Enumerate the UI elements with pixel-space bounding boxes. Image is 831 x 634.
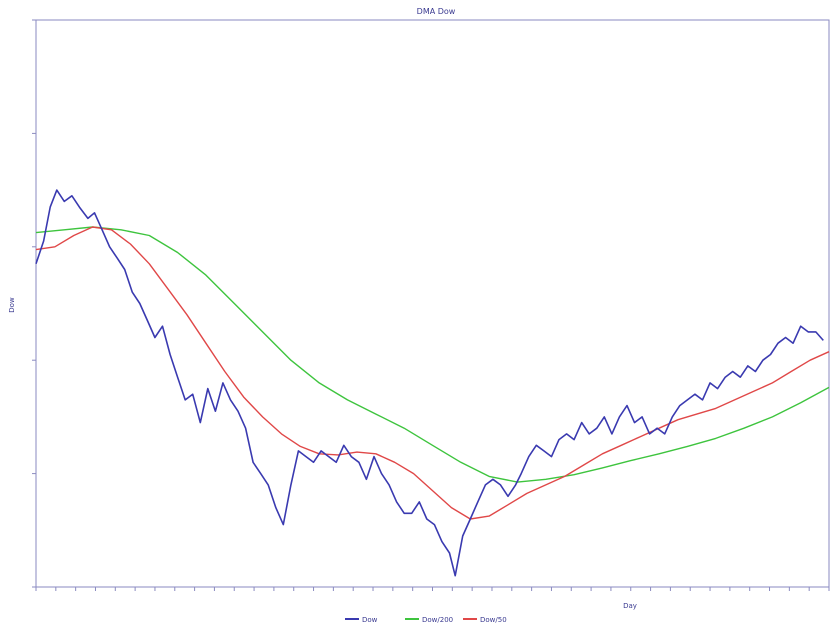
legend-item: Dow — [345, 616, 378, 624]
legend: Dow Dow/200 Dow/50 — [345, 616, 507, 624]
series-line-dow — [35, 189, 824, 577]
plot-frame — [35, 19, 830, 588]
legend-item: Dow/200 — [405, 616, 453, 624]
legend-label: Dow/50 — [480, 616, 507, 624]
series-line-dow-200 — [35, 226, 830, 483]
x-axis-label: Day — [623, 602, 637, 610]
series-lines — [35, 189, 830, 577]
chart-title: DMA Dow — [417, 7, 456, 16]
legend-label: Dow/200 — [422, 616, 453, 624]
legend-item: Dow/50 — [463, 616, 507, 624]
y-axis — [32, 19, 36, 588]
legend-label: Dow — [362, 616, 378, 624]
y-axis-label: Dow — [8, 297, 16, 313]
series-line-dow-50 — [35, 226, 830, 520]
x-axis — [35, 587, 830, 591]
